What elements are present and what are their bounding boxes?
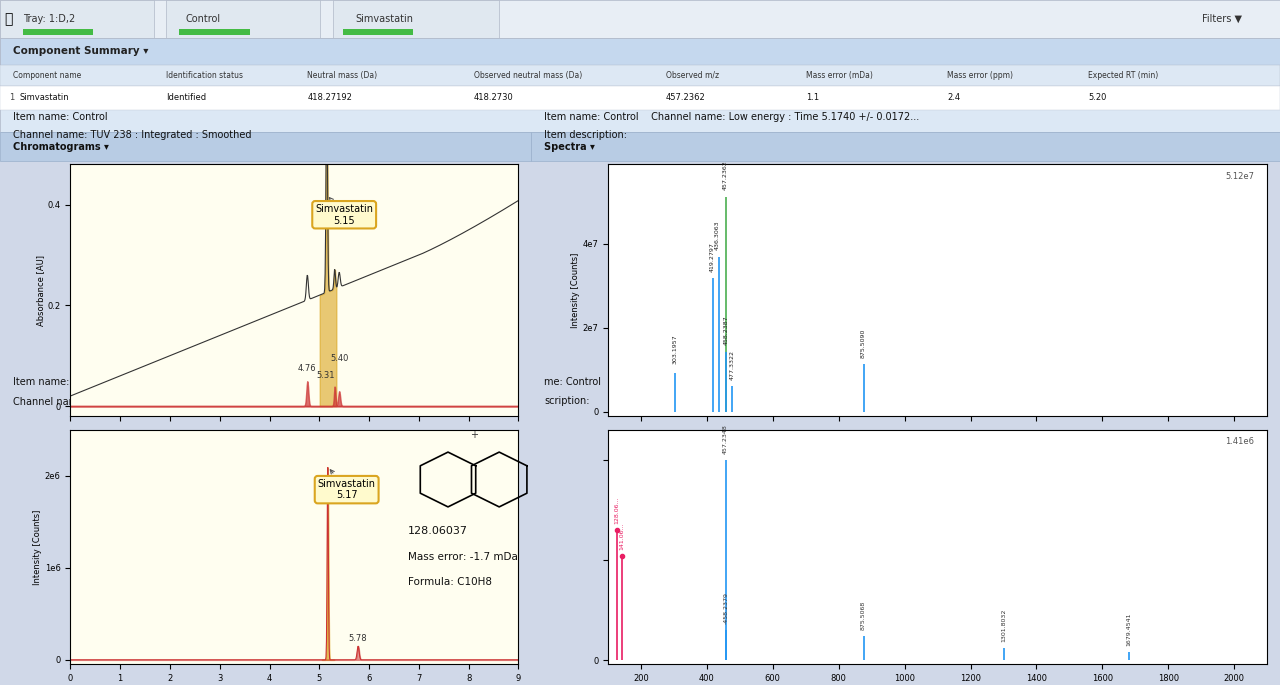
Text: 457.2362: 457.2362 [666,93,705,103]
Text: me: Control    Channel name: High energy : Time 5.1740 +/- 0.0172...: me: Control Channel name: High energy : … [544,377,884,388]
Text: Observed m/z: Observed m/z [666,71,719,80]
Text: 1679.4541: 1679.4541 [1126,613,1132,647]
Bar [0,86,1280,110]
Text: Observed neutral mass (Da): Observed neutral mass (Da) [474,71,582,80]
Text: Mass error (ppm): Mass error (ppm) [947,71,1014,80]
Text: 458.2387: 458.2387 [724,316,730,345]
Text: 477.3322: 477.3322 [730,349,735,379]
Text: Expected RT (min): Expected RT (min) [1088,71,1158,80]
Text: scription:: scription: [544,396,590,406]
Text: Identification status: Identification status [166,71,243,80]
Text: Component name: Component name [13,71,81,80]
Text: 419.2797: 419.2797 [709,242,714,272]
Text: Simvastatin
5.15: Simvastatin 5.15 [315,197,374,225]
Text: Chromatograms ▾: Chromatograms ▾ [13,142,109,151]
Text: -458.2379: -458.2379 [724,593,730,624]
Text: 875.5068: 875.5068 [861,601,867,630]
Text: 5.78: 5.78 [349,634,367,643]
Text: Mass error (mDa): Mass error (mDa) [806,71,873,80]
Text: Filters ▼: Filters ▼ [1202,14,1242,24]
Text: 1.1: 1.1 [806,93,819,103]
Text: Item name: Control    Channel name: Low energy : Time 5.1740 +/- 0.0172...: Item name: Control Channel name: Low ene… [544,112,919,122]
Text: 5.20: 5.20 [1088,93,1106,103]
Bar [0,65,1280,86]
Text: Simvastatin: Simvastatin [356,14,413,24]
Text: 1: 1 [9,93,14,103]
Text: Component Summary ▾: Component Summary ▾ [13,47,148,56]
Text: 5.31: 5.31 [316,371,334,380]
Bar [0,132,531,161]
Text: 418.2730: 418.2730 [474,93,513,103]
Text: Spectra ▾: Spectra ▾ [544,142,595,151]
Text: 875.5090: 875.5090 [861,329,867,358]
Bar [0,38,1280,65]
Text: 457.2362: 457.2362 [722,160,727,190]
Bar [333,0,499,38]
Y-axis label: Intensity [Counts]: Intensity [Counts] [571,253,580,328]
Text: 5.40: 5.40 [330,353,348,363]
Bar [0,0,154,38]
Text: Item name: Control: Item name: Control [13,377,108,388]
Bar [23,29,93,35]
Text: Channel name: TUV 238 : Integrated : Smoothed: Channel name: TUV 238 : Integrated : Smo… [13,130,251,140]
Text: Channel name: Simvastatin [+K] : (57.0 PPM) 457.2362: Channel name: Simvastatin [+K] : (57.0 P… [13,396,285,406]
Text: 436.3063: 436.3063 [714,221,719,251]
Text: 4.76: 4.76 [298,364,316,373]
Text: 418.27192: 418.27192 [307,93,352,103]
Text: Mass error: -1.7 mDa: Mass error: -1.7 mDa [408,552,518,562]
Text: 5.12e7: 5.12e7 [1225,172,1254,181]
Text: 🔵: 🔵 [4,12,13,26]
Text: 457.2348: 457.2348 [723,424,728,454]
Text: Control: Control [186,14,220,24]
Bar [343,29,413,35]
Bar [179,29,250,35]
Text: Item name: Control: Item name: Control [13,112,108,122]
Y-axis label: Intensity [Counts]: Intensity [Counts] [33,510,42,585]
Text: 1.41e6: 1.41e6 [1225,437,1254,446]
Text: Simvastatin
5.17: Simvastatin 5.17 [317,470,375,501]
Text: 2.4: 2.4 [947,93,960,103]
Text: +: + [470,430,477,440]
Text: Neutral mass (Da): Neutral mass (Da) [307,71,378,80]
Text: Item description:: Item description: [544,130,627,140]
Bar [531,132,1280,161]
Text: Formula: C10H8: Formula: C10H8 [408,577,493,586]
Text: 303.1957: 303.1957 [672,335,677,364]
Text: Identified: Identified [166,93,206,103]
Bar [166,0,320,38]
Bar [0,38,1280,132]
Text: Simvastatin: Simvastatin [19,93,69,103]
Text: 1301.8032: 1301.8032 [1001,609,1006,643]
Text: 141.06...: 141.06... [620,523,625,550]
Bar [0,0,1280,38]
Text: 128.06037: 128.06037 [408,526,468,536]
Text: 128.06...: 128.06... [614,497,620,524]
Text: Tray: 1:D,2: Tray: 1:D,2 [23,14,76,24]
Y-axis label: Absorbance [AU]: Absorbance [AU] [36,255,45,326]
